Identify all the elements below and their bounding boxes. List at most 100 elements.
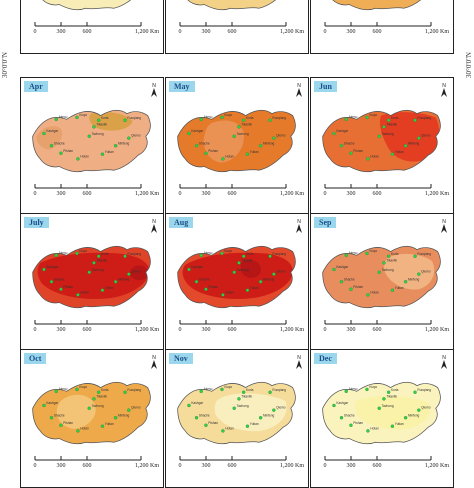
station-point bbox=[127, 136, 131, 140]
station-point bbox=[92, 125, 96, 129]
station-label: Korla bbox=[246, 252, 254, 256]
station-label: Tazhong bbox=[237, 132, 249, 136]
station-label: Akesu bbox=[349, 251, 358, 255]
svg-text:N: N bbox=[297, 219, 301, 225]
station-label: Kuqa bbox=[79, 113, 87, 117]
station-label: Akesu bbox=[204, 115, 213, 119]
station-label: Shache bbox=[199, 141, 210, 145]
scale-tick-label: 300 bbox=[201, 29, 211, 35]
map-panel: Sep N Akesu Kuqa Korla Ruoqiang Qiemo Minfeng Yu… bbox=[310, 213, 454, 352]
svg-text:N: N bbox=[152, 83, 156, 89]
scale-tick-label: 0 bbox=[323, 463, 327, 469]
scale-tick-label: 1,200 Km bbox=[280, 29, 304, 35]
station-label: Qiemo bbox=[131, 406, 141, 410]
north-arrow-icon: N bbox=[294, 218, 304, 234]
station-label: Qiemo bbox=[276, 134, 286, 138]
station-label: Ruoqiang bbox=[417, 116, 431, 120]
scale-bar: 0 300 600 1,200 Km bbox=[178, 318, 304, 348]
station-label: Qiemo bbox=[131, 270, 141, 274]
scale-tick-label: 600 bbox=[82, 29, 92, 35]
station-point bbox=[382, 397, 386, 401]
value-zone bbox=[240, 259, 261, 278]
station-point bbox=[272, 136, 276, 140]
scale-tick-label: 300 bbox=[56, 327, 66, 333]
scale-tick-label: 1,200 Km bbox=[425, 463, 449, 469]
station-point bbox=[220, 115, 224, 120]
station-point bbox=[377, 270, 381, 274]
scale-bar: 0 300 600 1,200 Km bbox=[323, 182, 449, 212]
station-label: Ruoqiang bbox=[272, 116, 286, 120]
region-outline bbox=[322, 381, 441, 445]
station-point bbox=[194, 280, 199, 284]
station-label: Yutian bbox=[250, 150, 259, 154]
station-point bbox=[344, 389, 348, 394]
station-label: Hotan bbox=[370, 427, 379, 431]
station-point bbox=[96, 254, 101, 258]
station-point bbox=[100, 152, 105, 156]
station-point bbox=[123, 254, 127, 258]
month-label: May bbox=[169, 81, 195, 92]
map-panel: Dec N Akesu Kuqa Korla Ruoqiang Qiemo Minfeng Yu… bbox=[310, 349, 454, 488]
station-point bbox=[199, 253, 203, 258]
north-arrow-icon: N bbox=[439, 82, 449, 98]
map-panel: NAkesuKuqaKorlaRuoqiangQiemoMinfengYutia… bbox=[165, 0, 309, 54]
scale-tick-label: 1,200 Km bbox=[135, 191, 159, 197]
scale-tick-label: 1,200 Km bbox=[280, 463, 304, 469]
scale-bar: 0 300 600 1,200 Km bbox=[33, 454, 159, 484]
station-point bbox=[332, 267, 336, 272]
station-label: Hotan bbox=[80, 427, 89, 431]
scale-bar: 0 300 600 1,200 Km bbox=[323, 318, 449, 348]
station-label: Akesu bbox=[59, 115, 68, 119]
station-point bbox=[87, 134, 91, 138]
station-label: Korla bbox=[101, 252, 109, 256]
station-point bbox=[123, 118, 127, 122]
station-label: Kuqa bbox=[224, 113, 232, 117]
station-point bbox=[365, 251, 369, 256]
station-point bbox=[113, 280, 118, 284]
station-label: Akesu bbox=[349, 115, 358, 119]
map-base-fill bbox=[187, 0, 276, 10]
station-label: Akesu bbox=[204, 387, 213, 391]
station-label: Tikanlik bbox=[386, 122, 397, 126]
station-label: Kuqa bbox=[79, 249, 87, 253]
svg-text:N: N bbox=[297, 83, 301, 89]
station-point bbox=[417, 136, 421, 140]
scale-tick-label: 1,200 Km bbox=[280, 191, 304, 197]
value-zone bbox=[37, 252, 150, 300]
station-label: Shache bbox=[54, 277, 65, 281]
month-label: Apr bbox=[24, 81, 48, 92]
station-point bbox=[245, 288, 250, 292]
scale-tick-label: 300 bbox=[56, 191, 66, 197]
station-point bbox=[237, 125, 241, 129]
station-point bbox=[386, 390, 391, 394]
station-point bbox=[365, 387, 369, 392]
station-label: Korla bbox=[246, 388, 254, 392]
station-point bbox=[403, 280, 408, 284]
scale-tick-label: 0 bbox=[33, 463, 37, 469]
map-panel: NAkesuKuqaKorlaRuoqiangQiemoMinfengYutia… bbox=[20, 0, 164, 54]
map-panel: Oct N Akesu Kuqa Korla Ruoqiang Qiemo Minfeng Yu… bbox=[20, 349, 164, 488]
station-label: Minfeng bbox=[408, 277, 420, 281]
value-zone bbox=[384, 253, 435, 290]
station-label: Kashgar bbox=[336, 265, 349, 269]
map-panel: Jun N Akesu Kuqa Korla Ruoqiang Qiemo Minfeng Yu… bbox=[310, 77, 454, 216]
scale-bar: 0 300 600 1,200 Km bbox=[178, 454, 304, 484]
station-point bbox=[194, 144, 199, 148]
region-outline bbox=[177, 109, 296, 173]
station-label: Shache bbox=[344, 413, 355, 417]
station-point bbox=[123, 390, 127, 394]
station-point bbox=[349, 151, 353, 155]
station-label: Hotan bbox=[370, 155, 379, 159]
scale-tick-label: 300 bbox=[56, 29, 66, 35]
scale-tick-label: 600 bbox=[372, 463, 382, 469]
station-point bbox=[187, 403, 191, 408]
region-outline bbox=[32, 245, 151, 309]
scale-tick-label: 1,200 Km bbox=[135, 463, 159, 469]
station-point bbox=[220, 387, 224, 392]
station-point bbox=[100, 288, 105, 292]
station-label: Tazhong bbox=[92, 132, 104, 136]
svg-text:N: N bbox=[442, 355, 446, 361]
station-point bbox=[127, 272, 131, 276]
